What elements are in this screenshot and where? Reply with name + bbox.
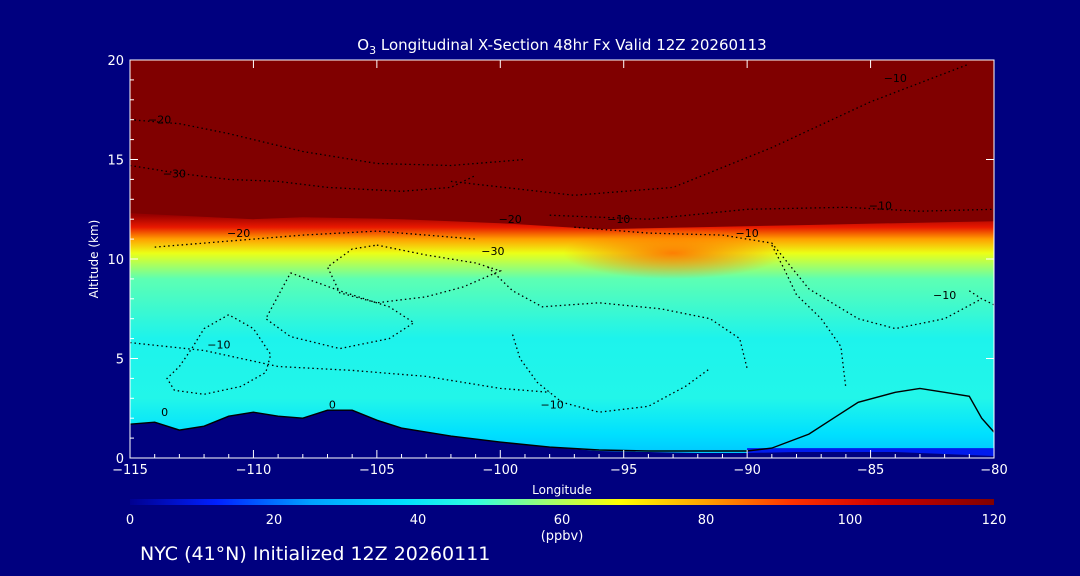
contour-solid-0: [130, 387, 994, 452]
contour-label-12: 0: [161, 406, 168, 419]
contour-label-13: 0: [329, 398, 336, 411]
colorbar: [130, 499, 994, 505]
x-tick-label: −80: [980, 463, 1007, 478]
contour-line-11: [487, 266, 748, 369]
colorbar-tick-label: 80: [698, 513, 715, 528]
colorbar-tick-label: 40: [410, 513, 427, 528]
title-subscript: 3: [369, 44, 376, 57]
contour-label-9: −30: [481, 245, 504, 258]
contour-line-8: [968, 290, 994, 306]
contour-label-6: −10: [933, 289, 956, 302]
contour-label-7: −20: [499, 213, 522, 226]
contour-line-4: [154, 230, 476, 248]
contour-label-0: −20: [148, 114, 171, 127]
high-ozone-core: [563, 227, 784, 280]
colorbar-tick-label: 20: [266, 513, 283, 528]
x-axis-title: Longitude: [532, 483, 592, 497]
y-axis: 0 5 10 15 20: [107, 54, 994, 467]
contour-line-12: [264, 272, 416, 350]
y-tick-label: 10: [107, 253, 124, 268]
x-tick-label: −105: [359, 463, 395, 478]
colorbar-ticks: 0 20 40 60 80 100 120: [126, 513, 1007, 528]
contour-label-11: −10: [540, 398, 563, 411]
y-tick-label: 0: [116, 452, 124, 467]
contour-label-1: −30: [163, 167, 186, 180]
contour-label-8: −20: [227, 227, 250, 240]
x-tick-label: −100: [482, 463, 518, 478]
x-tick-label: −110: [236, 463, 272, 478]
contour-label-4: −10: [607, 213, 630, 226]
y-tick-label: 5: [116, 353, 124, 368]
colorbar-tick-label: 0: [126, 513, 134, 528]
colorbar-tick-label: 60: [554, 513, 571, 528]
colorbar-tick-label: 120: [982, 513, 1007, 528]
chart-title: O3 Longitudinal X-Section 48hr Fx Valid …: [357, 36, 766, 57]
plot-area: −20 −30 −10 −10 −10 −10 −10 −20 −20 −30 −10 −10 0 0 0: [130, 60, 1007, 458]
footer-caption: NYC (41°N) Initialized 12Z 20260111: [140, 543, 491, 565]
contour-label-3: −10: [735, 227, 758, 240]
x-axis: −115 −110 −105 −100 −95 −90 −85 −80: [112, 60, 1008, 478]
stratosphere-fill: [130, 60, 994, 230]
contour-label-5: −10: [869, 199, 892, 212]
y-axis-title: Altitude (km): [87, 220, 101, 299]
x-tick-label: −85: [857, 463, 884, 478]
contour-label-14: 0: [1000, 420, 1007, 433]
y-tick-label: 20: [107, 54, 124, 69]
title-prefix: O: [357, 36, 369, 54]
solid-contours: [130, 387, 994, 452]
x-tick-label: −115: [112, 463, 148, 478]
y-tick-label: 15: [107, 154, 124, 169]
title-rest: Longitudinal X-Section 48hr Fx Valid 12Z…: [376, 36, 767, 54]
contour-line-7: [771, 244, 847, 389]
contour-line-13: [130, 341, 550, 393]
dotted-contours: [130, 63, 994, 413]
colorbar-label: (ppbv): [541, 529, 584, 544]
x-tick-label: −90: [733, 463, 760, 478]
contour-label-2: −10: [884, 72, 907, 85]
contour-labels: −20 −30 −10 −10 −10 −10 −10 −20 −20 −30 −10 −10 0 0 0: [148, 72, 1007, 433]
terrain-mask: [130, 410, 994, 458]
colorbar-tick-label: 100: [838, 513, 863, 528]
contour-line-0: [130, 119, 526, 167]
x-tick-label: −95: [610, 463, 637, 478]
contour-label-10: −10: [207, 339, 230, 352]
contour-line-3: [549, 206, 994, 220]
contour-line-6: [574, 226, 983, 330]
